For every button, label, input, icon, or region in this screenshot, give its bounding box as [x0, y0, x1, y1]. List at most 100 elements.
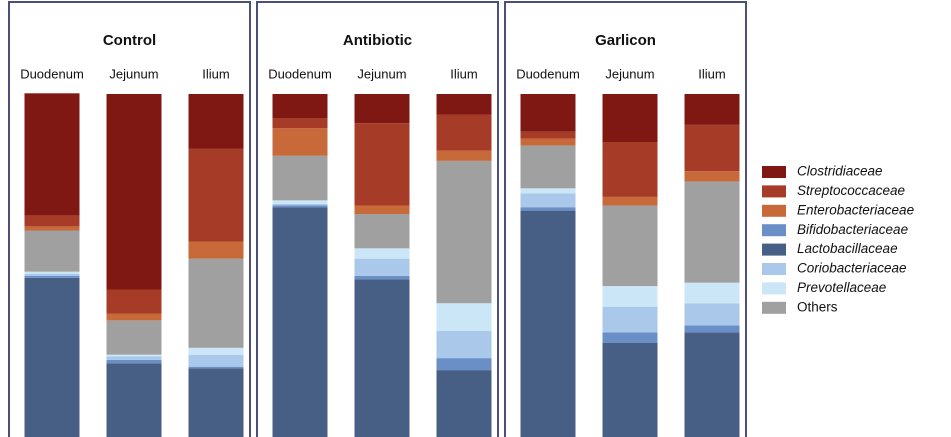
x-tick-label: Duodenum: [20, 66, 84, 81]
bar-segment: [520, 138, 576, 146]
bar-segment: [684, 171, 740, 182]
legend-label: Coriobacteriaceae: [797, 261, 907, 276]
bar-segment: [684, 181, 740, 283]
bar-segment: [602, 94, 658, 143]
bar-segment: [684, 282, 740, 304]
bar-segment: [684, 303, 740, 326]
bar-segment: [188, 258, 244, 348]
bar-segment: [436, 160, 492, 304]
bar-segment: [106, 354, 162, 357]
legend-swatch: [762, 282, 786, 295]
panel-title: Control: [103, 32, 156, 49]
x-tick-label: Ilium: [450, 66, 477, 81]
legend-label: Lactobacillaceae: [797, 241, 898, 256]
legend-swatch: [762, 204, 786, 217]
bar-segment: [106, 356, 162, 360]
panel-frame: [256, 1, 499, 437]
legend-swatch: [762, 301, 786, 314]
bar-segment: [520, 193, 576, 208]
bar-segment: [436, 370, 492, 437]
bar-segment: [272, 94, 328, 119]
bar-segment: [436, 358, 492, 371]
bar-segment: [272, 203, 328, 206]
bar-segment: [602, 196, 658, 206]
legend-label: Streptococcaceae: [797, 183, 905, 198]
bar-segment: [520, 131, 576, 139]
panel-title: Antibiotic: [343, 32, 412, 49]
bar-segment: [436, 94, 492, 115]
bar-segment: [272, 118, 328, 129]
x-tick-label: Jejunum: [357, 66, 406, 81]
legend-label: Prevotellaceae: [797, 280, 886, 295]
bar-segment: [188, 347, 244, 355]
bar-segment: [684, 325, 740, 333]
x-tick-label: Ilium: [698, 66, 725, 81]
bar-segment: [684, 332, 740, 437]
bar-segment: [520, 145, 576, 189]
bar-segment: [436, 114, 492, 151]
legend-swatch: [762, 224, 786, 237]
panel-frame: [504, 1, 747, 437]
legend-swatch: [762, 185, 786, 198]
bar-segment: [24, 226, 80, 231]
bar-segment: [24, 230, 80, 272]
bar-segment: [520, 188, 576, 194]
bar-segment: [188, 94, 244, 149]
legend-label: Enterobacteriaceae: [797, 202, 914, 217]
bar-segment: [520, 207, 576, 211]
bar-segment: [24, 275, 80, 278]
bar-segment: [354, 123, 410, 206]
bar-segment: [272, 205, 328, 208]
bar-segment: [188, 368, 244, 437]
x-tick-label: Jejunum: [605, 66, 654, 81]
bar-segment: [436, 303, 492, 331]
bar-segment: [602, 306, 658, 333]
bar-segment: [436, 330, 492, 359]
x-tick-label: Duodenum: [268, 66, 332, 81]
legend-label: Bifidobacteriaceae: [797, 222, 908, 237]
bar-segment: [602, 205, 658, 287]
bar-segment: [354, 258, 410, 276]
legend-label: Others: [797, 299, 838, 314]
bar-segment: [602, 332, 658, 343]
panel-title: Garlicon: [595, 32, 656, 49]
bar-segment: [602, 286, 658, 307]
bar-segment: [24, 93, 80, 216]
bar-segment: [24, 215, 80, 227]
bar-segment: [272, 155, 328, 201]
legend-swatch: [762, 166, 786, 178]
panel-frame: [8, 1, 251, 437]
bar-segment: [272, 207, 328, 437]
bar-segment: [106, 94, 162, 290]
bar-segment: [24, 277, 80, 437]
bar-segment: [354, 275, 410, 280]
bar-segment: [24, 273, 80, 276]
bar-segment: [106, 359, 162, 364]
bar-segment: [106, 289, 162, 314]
bar-segment: [106, 313, 162, 321]
bar-segment: [684, 124, 740, 172]
bar-segment: [354, 214, 410, 249]
bar-segment: [272, 128, 328, 156]
legend-label: Clostridiaceae: [797, 164, 883, 179]
bar-segment: [106, 320, 162, 355]
bar-segment: [520, 210, 576, 437]
bar-segment: [354, 94, 410, 124]
legend-swatch: [762, 243, 786, 256]
bar-segment: [188, 241, 244, 259]
x-tick-label: Jejunum: [109, 66, 158, 81]
bar-segment: [354, 248, 410, 259]
bar-segment: [354, 205, 410, 215]
bar-segment: [602, 142, 658, 197]
bar-segment: [24, 271, 80, 274]
bar-segment: [520, 94, 576, 132]
x-tick-label: Duodenum: [516, 66, 580, 81]
x-tick-label: Ilium: [202, 66, 229, 81]
bar-segment: [354, 279, 410, 437]
bar-segment: [436, 150, 492, 161]
bar-segment: [272, 200, 328, 204]
bar-segment: [684, 94, 740, 125]
bar-segment: [602, 342, 658, 437]
bar-segment: [188, 148, 244, 242]
